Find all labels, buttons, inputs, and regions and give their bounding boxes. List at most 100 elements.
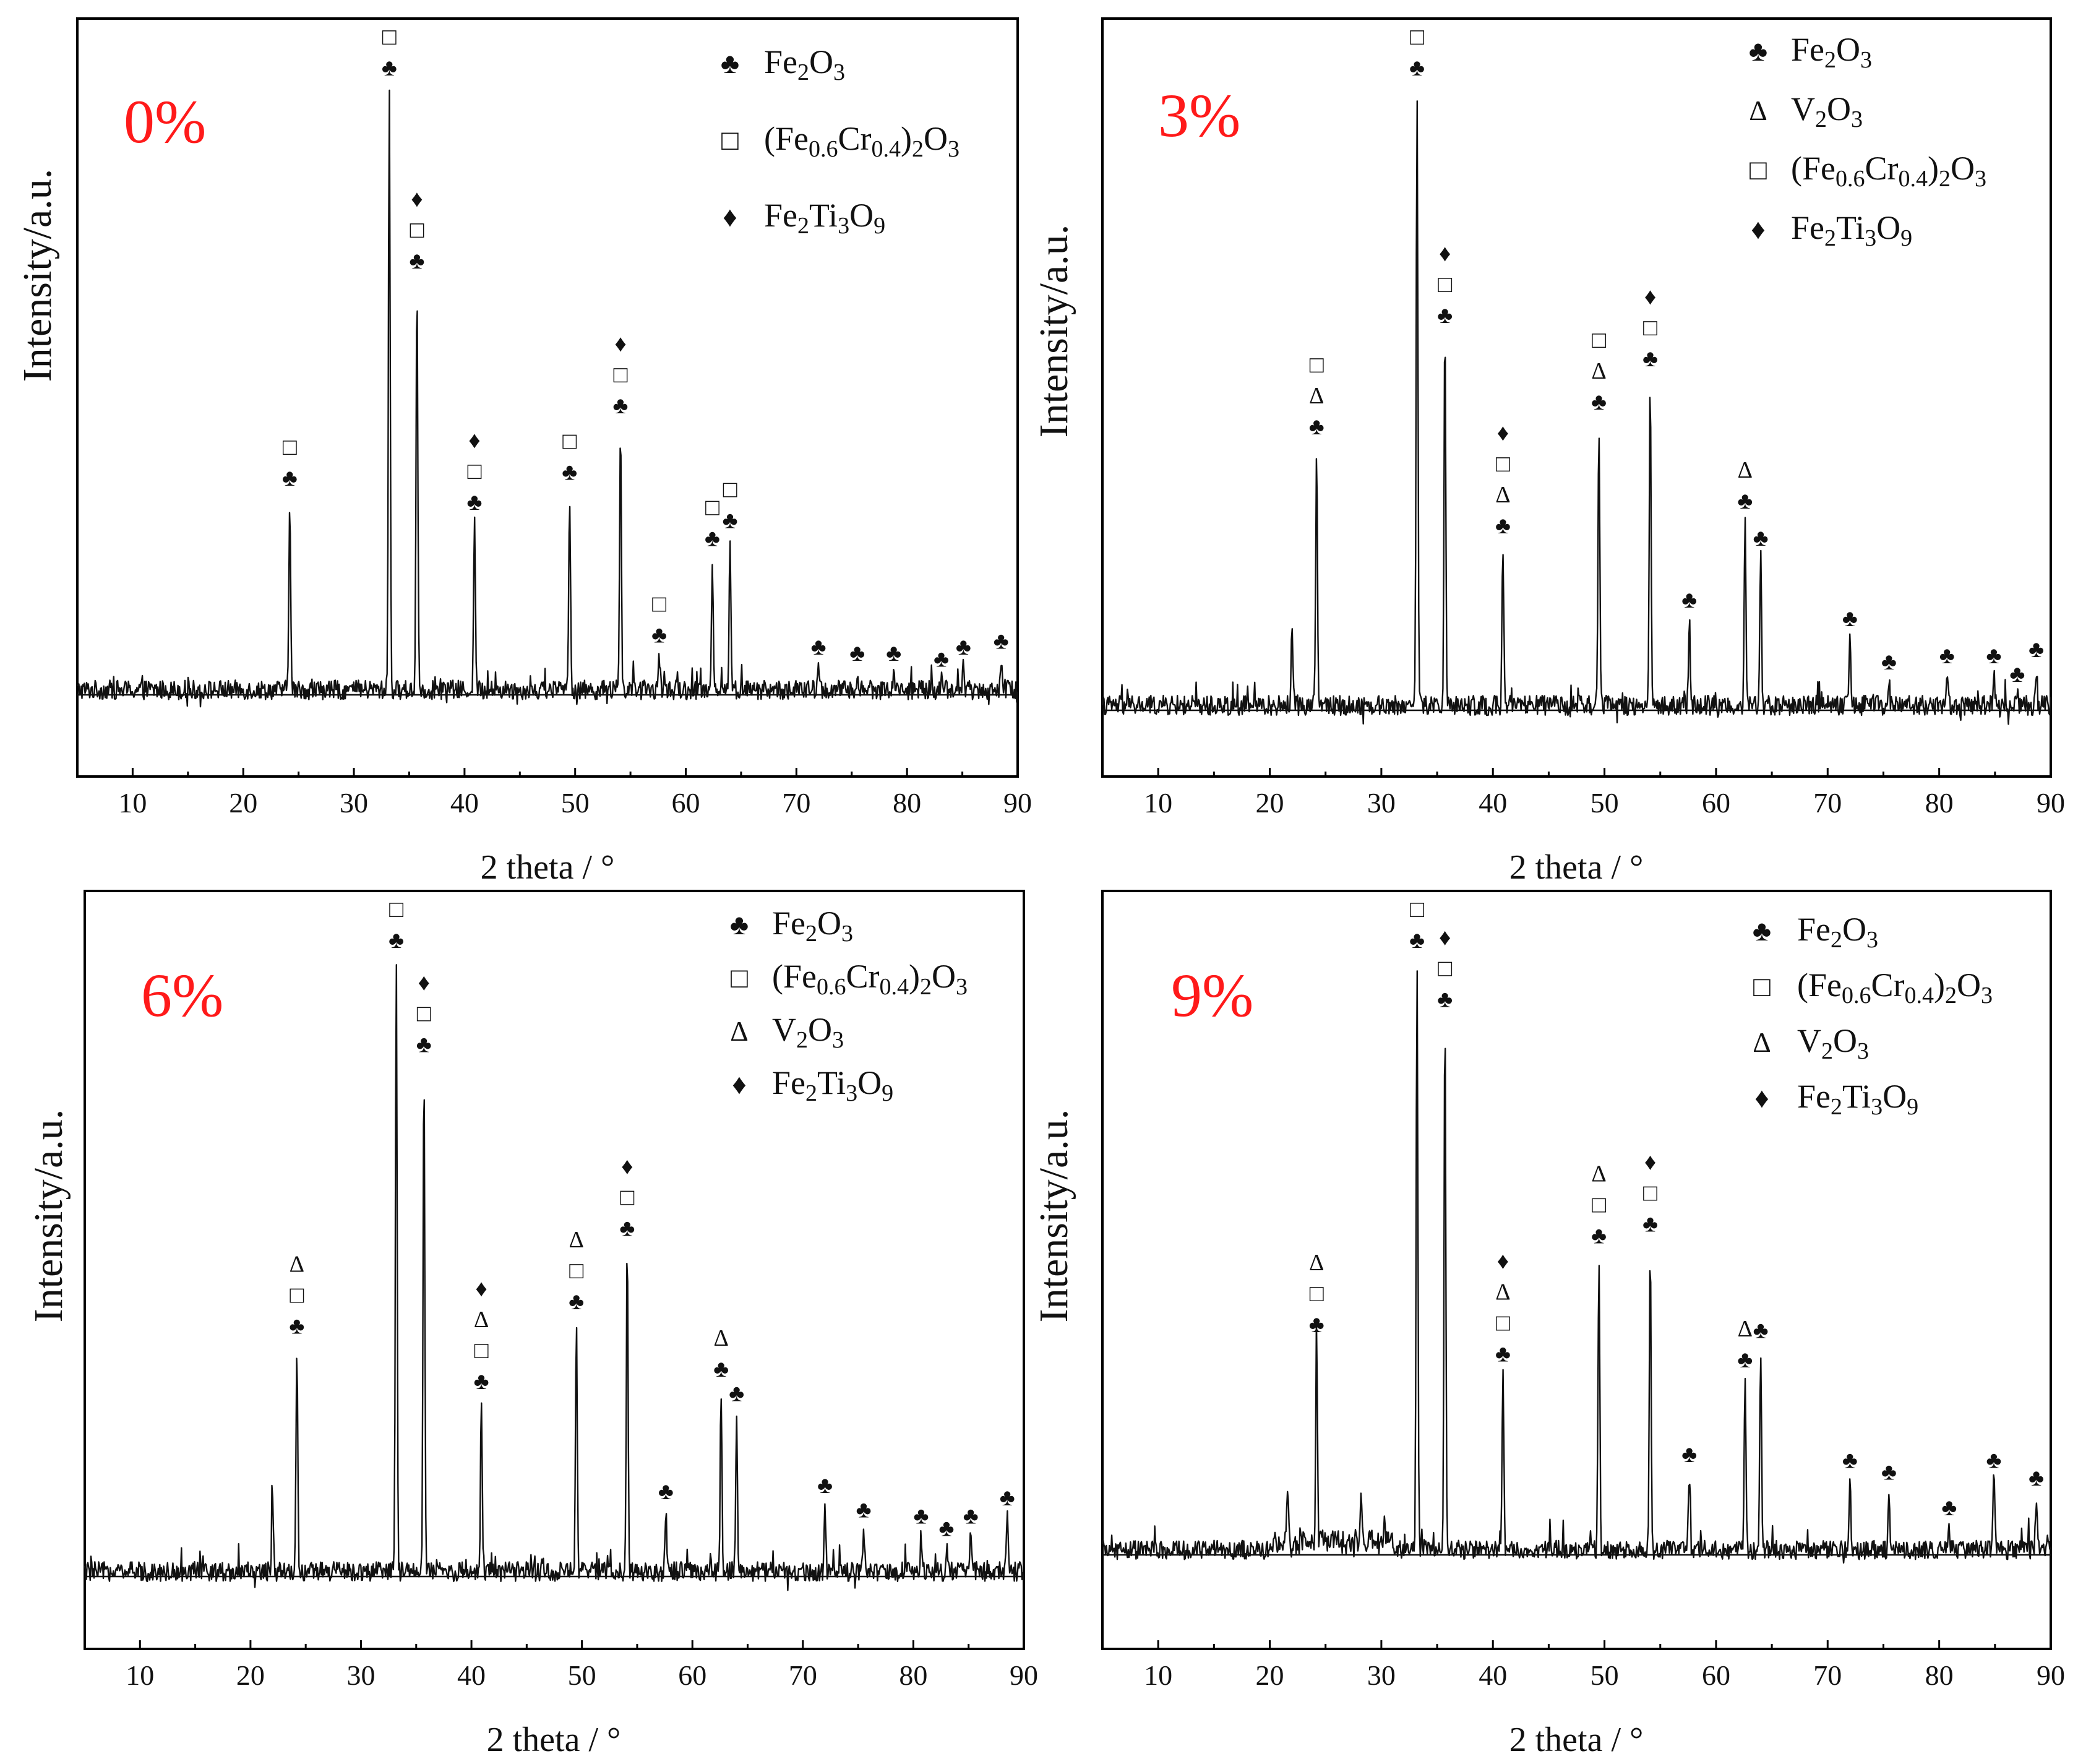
legend-symbol-2: □	[731, 962, 748, 994]
peak-6-marker-2: □	[1643, 315, 1657, 341]
legend-label-2: (Fe0.6Cr0.4)2O3	[772, 958, 968, 1000]
peak-4-marker-3: Δ	[1495, 1280, 1510, 1306]
legend-label-2-part-2: Cr	[838, 120, 871, 157]
peak-6-marker-2: □	[614, 362, 628, 388]
x-tick-label-90: 90	[2037, 787, 2065, 819]
legend-label-3-part-5: 2	[1939, 166, 1951, 192]
peak-5-marker-1: ♣	[1591, 1223, 1607, 1249]
peak-3-marker-3: ♦	[418, 970, 430, 996]
legend-label-2-part-1: 2	[1815, 106, 1827, 132]
peak-4-marker-2: □	[1496, 1310, 1510, 1336]
legend-label-1-part-2: O	[817, 905, 841, 942]
peak-6-marker-1: ♣	[1642, 1211, 1658, 1237]
peak-5-marker-1: ♣	[1591, 389, 1607, 415]
x-tick-label-20: 20	[236, 1659, 265, 1691]
peak-4-marker-1: ♣	[467, 489, 483, 515]
legend-label-3-part-4: O	[849, 197, 874, 234]
peak-14-marker-1: ♣	[2009, 661, 2025, 687]
legend-label-1-part-3: 3	[833, 59, 845, 85]
legend-label-2-part-1: 0.6	[1842, 983, 1871, 1009]
plot-frame	[76, 17, 1019, 778]
xrd-pattern-line	[77, 89, 1018, 708]
peak-7-marker-2: □	[652, 592, 666, 617]
legend-label-4-part-4: O	[1883, 1078, 1907, 1115]
peak-5-marker-2: □	[569, 1258, 583, 1284]
legend-label-1-part-3: 3	[1860, 47, 1872, 73]
peak-3-marker-2: □	[410, 217, 424, 243]
legend-label-3-part-2: O	[808, 1011, 832, 1048]
legend-label-3-part-2: Cr	[1865, 150, 1898, 187]
x-tick-label-80: 80	[1925, 787, 1954, 819]
legend-label-2-part-4: )	[901, 120, 912, 157]
peak-7-marker-1: ♣	[658, 1479, 674, 1505]
peak-1-marker-2: □	[290, 1283, 304, 1309]
peak-1-marker-2: Δ	[1309, 383, 1324, 409]
peak-6-marker-3: ♦	[614, 331, 626, 357]
peak-4-marker-1: ♣	[1495, 513, 1511, 539]
legend-symbol-3: Δ	[1753, 1026, 1771, 1058]
x-tick-label-20: 20	[1256, 1659, 1284, 1691]
legend-label-4-part-3: 3	[846, 1080, 857, 1106]
peak-5-marker-3: Δ	[1591, 1161, 1606, 1187]
peak-1-marker-2: □	[1310, 1281, 1324, 1307]
x-tick-label-40: 40	[1479, 1659, 1507, 1691]
peak-7-marker-1: ♣	[651, 622, 667, 648]
peak-6-marker-2: □	[620, 1184, 634, 1210]
panel-3: 10 20 30 40 50 60 70 80 90♣□Δ♣□♣□♦♣□Δ♦♣□Δ ♣□♦♣♣Δ♣…	[26, 890, 1038, 1759]
legend-label-3-part-1: 2	[797, 213, 809, 239]
peak-6-marker-1: ♣	[619, 1215, 635, 1241]
x-tick-label-10: 10	[118, 787, 147, 819]
peak-7-marker-1: ♣	[1681, 587, 1697, 613]
peak-4-marker-3: ♦	[468, 428, 480, 454]
legend-symbol-2: □	[721, 124, 739, 156]
peak-4-marker-4: ♦	[1497, 1249, 1509, 1275]
legend-label-3-part-1: 0.6	[1835, 166, 1865, 192]
legend-label-3: Fe2Ti3O9	[764, 197, 885, 239]
peak-15-marker-1: ♣	[2029, 637, 2044, 663]
legend-symbol-1: ♣	[721, 48, 739, 79]
peak-4-marker-4: ♦	[475, 1276, 487, 1302]
legend-label-4: Fe2Ti3O9	[1791, 209, 1912, 251]
peak-1-marker-1: ♣	[289, 1314, 304, 1340]
legend-label-3-part-3: 3	[1857, 1038, 1869, 1064]
legend-label-4-part-3: 3	[1871, 1094, 1883, 1120]
y-axis-title: Intensity/a.u.	[1031, 225, 1076, 438]
y-axis-title: Intensity/a.u.	[15, 169, 60, 382]
x-tick-label-40: 40	[1479, 787, 1507, 819]
legend-label-2-part-3: 0.4	[871, 136, 901, 162]
x-tick-label-30: 30	[346, 1659, 375, 1691]
legend-label-1: Fe2O3	[1797, 911, 1878, 953]
peak-2-marker-2: □	[1410, 897, 1424, 923]
peak-9-marker-2: □	[723, 476, 737, 502]
peak-4-marker-2: □	[467, 458, 481, 484]
peak-2-marker-2: □	[382, 24, 397, 50]
legend-label-1-part-0: Fe	[1791, 31, 1824, 68]
peak-14-marker-1: ♣	[2029, 1465, 2044, 1491]
peak-4-marker-4: ♦	[1497, 420, 1509, 446]
peak-7-marker-1: ♣	[1681, 1442, 1697, 1468]
x-tick-label-50: 50	[1591, 1659, 1619, 1691]
xrd-pattern-line	[84, 964, 1024, 1591]
x-tick-label-40: 40	[457, 1659, 486, 1691]
panel-label: 3%	[1158, 81, 1240, 150]
legend-label-4-part-4: O	[857, 1064, 882, 1101]
peak-12-marker-1: ♣	[913, 1504, 929, 1530]
x-tick-label-50: 50	[1591, 787, 1619, 819]
x-tick-label-20: 20	[1256, 787, 1284, 819]
peak-5-marker-3: □	[1592, 327, 1606, 353]
legend-label-2-part-1: 0.6	[817, 974, 846, 1000]
peak-8-marker-2: □	[705, 495, 719, 521]
x-axis-title: 2 theta / °	[481, 848, 615, 887]
x-tick-label-60: 60	[672, 787, 700, 819]
x-tick-label-30: 30	[1367, 787, 1396, 819]
x-tick-label-30: 30	[340, 787, 368, 819]
peak-3-marker-2: □	[1438, 272, 1452, 298]
xrd-pattern-line	[1101, 100, 2051, 725]
x-tick-label-50: 50	[561, 787, 590, 819]
legend-label-4-part-5: 9	[1900, 225, 1912, 251]
x-tick-label-60: 60	[1702, 787, 1730, 819]
legend-label-3: (Fe0.6Cr0.4)2O3	[1791, 150, 1986, 192]
y-axis-title: Intensity/a.u.	[1031, 1109, 1076, 1323]
legend-label-1-part-1: 2	[797, 59, 809, 85]
